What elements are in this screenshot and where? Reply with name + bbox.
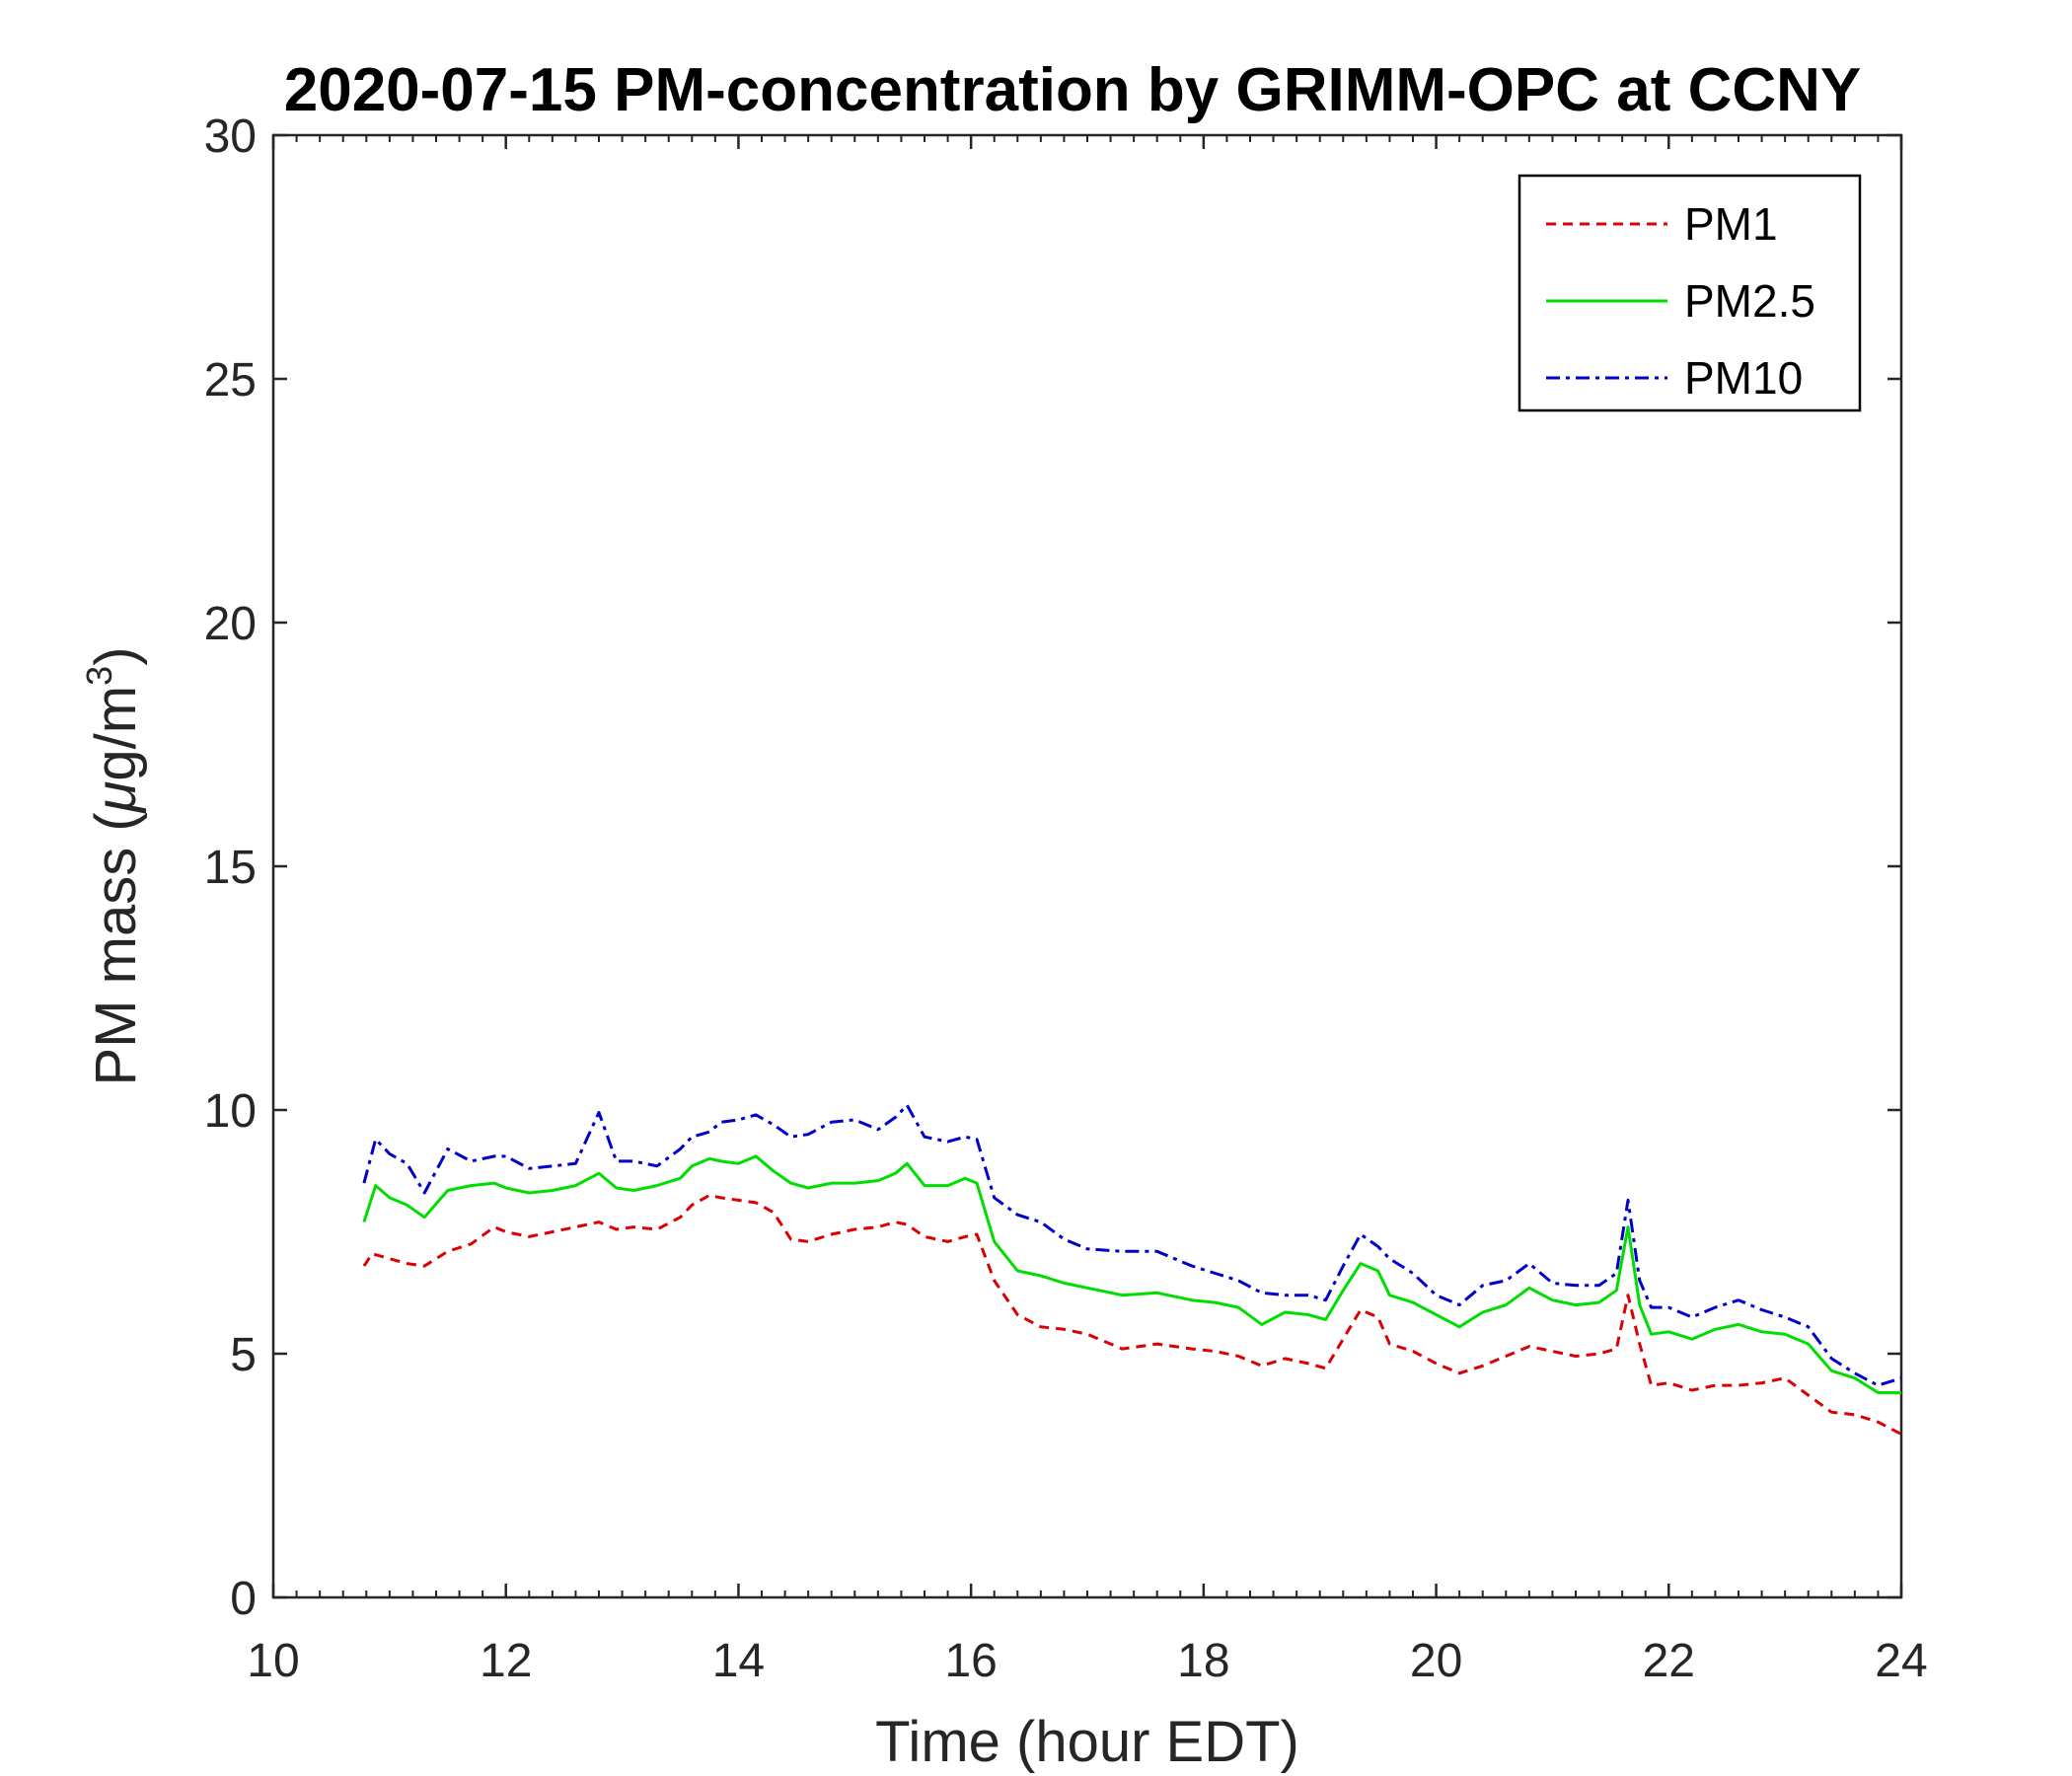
x-tick-label: 22 bbox=[1643, 1635, 1695, 1687]
y-axis-label-mu: μ bbox=[84, 781, 148, 815]
legend-box bbox=[1517, 174, 1862, 412]
x-tick-label: 16 bbox=[944, 1635, 997, 1687]
series-layer bbox=[362, 1103, 1902, 1436]
legend-label: PM1 bbox=[1684, 198, 1778, 250]
y-tick-label: 0 bbox=[230, 1573, 257, 1625]
x-tick-label: 12 bbox=[480, 1635, 532, 1687]
x-tick-label: 18 bbox=[1177, 1635, 1229, 1687]
legend-label: PM2.5 bbox=[1684, 275, 1815, 327]
y-tick-label: 30 bbox=[204, 111, 257, 163]
y-axis-label-sup: 3 bbox=[79, 666, 119, 686]
x-tick-label: 14 bbox=[712, 1635, 765, 1687]
y-tick-label: 10 bbox=[204, 1085, 257, 1138]
series-line-pm1 bbox=[362, 1194, 1902, 1436]
y-axis-label-main: PM mass ( bbox=[84, 812, 148, 1085]
y-tick-label: 5 bbox=[230, 1329, 257, 1381]
y-tick-label: 20 bbox=[204, 598, 257, 650]
series-line-pm2-5 bbox=[362, 1154, 1901, 1394]
chart-title: 2020-07-15 PM-concentration by GRIMM-OPC… bbox=[284, 56, 1862, 124]
y-tick-label: 25 bbox=[204, 354, 257, 407]
axis-ticks: 10 12 14 16 18 20 22 24 0 5 10 15 20 25 30 bbox=[204, 111, 1928, 1687]
x-tick-label: 24 bbox=[1875, 1635, 1927, 1687]
series-line-pm10 bbox=[362, 1103, 1902, 1387]
legend: PM1 PM2.5 PM10 bbox=[1517, 174, 1862, 412]
x-tick-label: 10 bbox=[247, 1635, 299, 1687]
y-axis-label-unit: g/m bbox=[84, 686, 148, 781]
x-axis-label: Time (hour EDT) bbox=[875, 1710, 1299, 1774]
x-tick-label: 20 bbox=[1410, 1635, 1462, 1687]
legend-label: PM10 bbox=[1684, 352, 1803, 404]
y-axis-label: PM mass (μg/m3) bbox=[79, 647, 148, 1086]
y-tick-label: 15 bbox=[204, 842, 257, 894]
y-axis-label-close: ) bbox=[84, 647, 148, 666]
